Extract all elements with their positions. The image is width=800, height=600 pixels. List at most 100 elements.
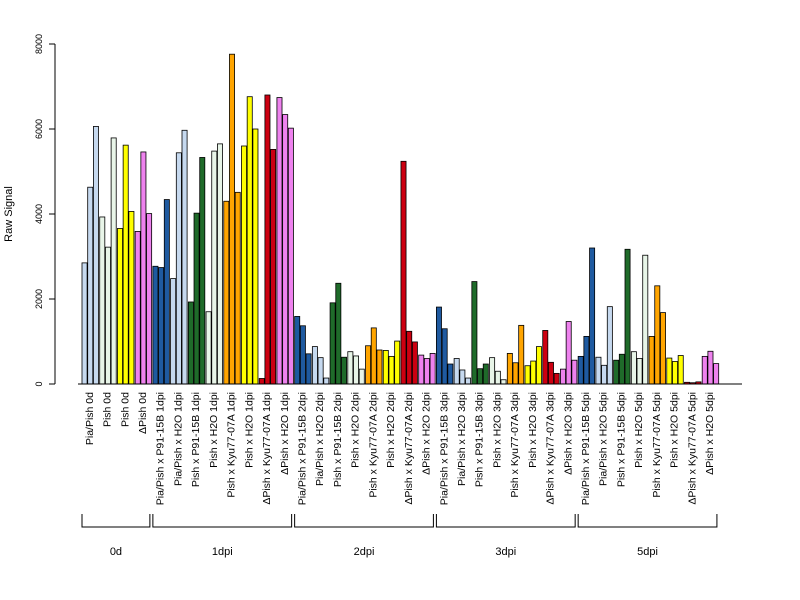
bar	[642, 254, 649, 385]
bars	[81, 53, 720, 385]
bar	[548, 361, 554, 385]
bar	[500, 379, 507, 385]
bar	[624, 248, 631, 385]
x-tick-label: Pish x Kyu77-07A 2dpi	[367, 392, 379, 498]
bar	[105, 246, 111, 385]
bar	[276, 97, 283, 385]
x-tick-label: Pish x P91-15B 3dpi	[474, 392, 486, 487]
bar	[365, 345, 372, 385]
x-tick-label: Pia/Pish x H2O 1dpi	[172, 392, 184, 486]
bar	[140, 151, 147, 385]
x-tick-label: Pia/Pish x P91-15B 1dpi	[155, 392, 167, 505]
bar	[205, 311, 212, 385]
x-tick-label: ΔPish x H2O 1dpi	[279, 392, 291, 475]
bar	[158, 267, 165, 385]
y-axis-label: Raw Signal	[3, 186, 15, 242]
bar	[648, 335, 655, 385]
bar	[601, 364, 608, 385]
x-tick-label: Pia/Pish 0d	[84, 392, 96, 445]
group-label: 3dpi	[495, 546, 516, 558]
bar	[553, 372, 560, 385]
bar	[341, 356, 347, 385]
bar	[406, 330, 413, 385]
x-tick-label: Pia/Pish x H2O 2dpi	[314, 392, 326, 486]
bar	[654, 285, 661, 385]
bar	[270, 148, 277, 385]
group-label: 0d	[110, 546, 122, 558]
bar	[618, 353, 625, 385]
bar	[264, 94, 271, 385]
bar	[542, 330, 549, 385]
x-tick-label: Pish x Kyu77-07A 3dpi	[509, 392, 521, 498]
bar	[530, 360, 537, 385]
bar	[223, 200, 230, 385]
bar	[358, 368, 365, 385]
bar	[707, 350, 714, 385]
group-label: 1dpi	[212, 546, 233, 558]
bar	[494, 370, 501, 385]
bar	[489, 357, 496, 385]
x-tick-label: ΔPish x Kyu77-07A 5dpi	[686, 392, 698, 505]
bar	[99, 216, 106, 385]
y-tick-label: 6000	[34, 119, 44, 139]
bar	[613, 359, 620, 385]
bar	[589, 247, 596, 385]
x-tick-labels: Pia/Pish 0d Pish 0d Pish 0d ΔPish 0d Pia/Pis…	[84, 392, 716, 505]
bar	[181, 129, 188, 385]
bar	[447, 363, 454, 385]
bar	[305, 353, 312, 385]
bar	[93, 126, 99, 385]
bar	[347, 351, 354, 385]
x-tick-label: Pish 0d	[119, 392, 131, 427]
bar	[471, 281, 478, 385]
bar	[435, 306, 442, 385]
bar	[335, 282, 342, 385]
bar	[411, 341, 418, 385]
bar	[518, 324, 525, 385]
x-tick-label: Pish 0d	[102, 392, 114, 427]
x-tick-label: Pia/Pish x P91-15B 2dpi	[297, 392, 309, 505]
bar	[311, 346, 318, 385]
x-tick-label: Pish x P91-15B 1dpi	[190, 392, 202, 487]
bar	[595, 356, 602, 385]
x-tick-label: Pish x H2O 1dpi	[243, 392, 255, 468]
bar	[282, 114, 289, 385]
bar	[565, 321, 572, 385]
bar	[441, 328, 448, 385]
y-tick-label: 4000	[34, 204, 44, 224]
x-tick-label: ΔPish x H2O 5dpi	[704, 392, 716, 475]
y-axis: 0 2000 4000 6000 8000	[34, 34, 56, 387]
group-label: 5dpi	[637, 546, 658, 558]
bar	[606, 306, 613, 385]
bar	[81, 262, 88, 385]
x-tick-label: Pish x P91-15B 5dpi	[615, 392, 627, 487]
x-tick-label: Pish x H2O 3dpi	[491, 392, 503, 468]
x-tick-label: Pish x H2O 2dpi	[385, 392, 397, 468]
x-tick-label: ΔPish 0d	[137, 392, 149, 434]
bar	[175, 152, 182, 385]
bar	[577, 355, 584, 385]
bar	[241, 145, 247, 385]
x-tick-label: Pish x H2O 3dpi	[527, 392, 539, 468]
bar	[187, 301, 194, 385]
bar	[317, 357, 324, 385]
x-tick-label: Pia/Pish x H2O 5dpi	[598, 392, 610, 486]
bar	[636, 358, 643, 385]
bar	[170, 278, 177, 385]
bar	[666, 357, 673, 385]
bar	[110, 137, 117, 385]
bar	[252, 128, 259, 385]
bar	[713, 363, 720, 385]
x-tick-label: Pish x H2O 5dpi	[633, 392, 645, 468]
bar	[258, 378, 265, 385]
x-tick-label: Pia/Pish x P91-15B 3dpi	[438, 392, 450, 505]
bar	[536, 346, 542, 385]
bar	[323, 377, 330, 385]
bar	[246, 96, 253, 385]
bar	[376, 349, 383, 385]
bar	[217, 143, 223, 385]
y-tick-label: 2000	[34, 289, 44, 309]
bar	[329, 302, 336, 385]
bar	[299, 325, 306, 385]
x-tick-label: ΔPish x Kyu77-07A 2dpi	[403, 392, 415, 505]
